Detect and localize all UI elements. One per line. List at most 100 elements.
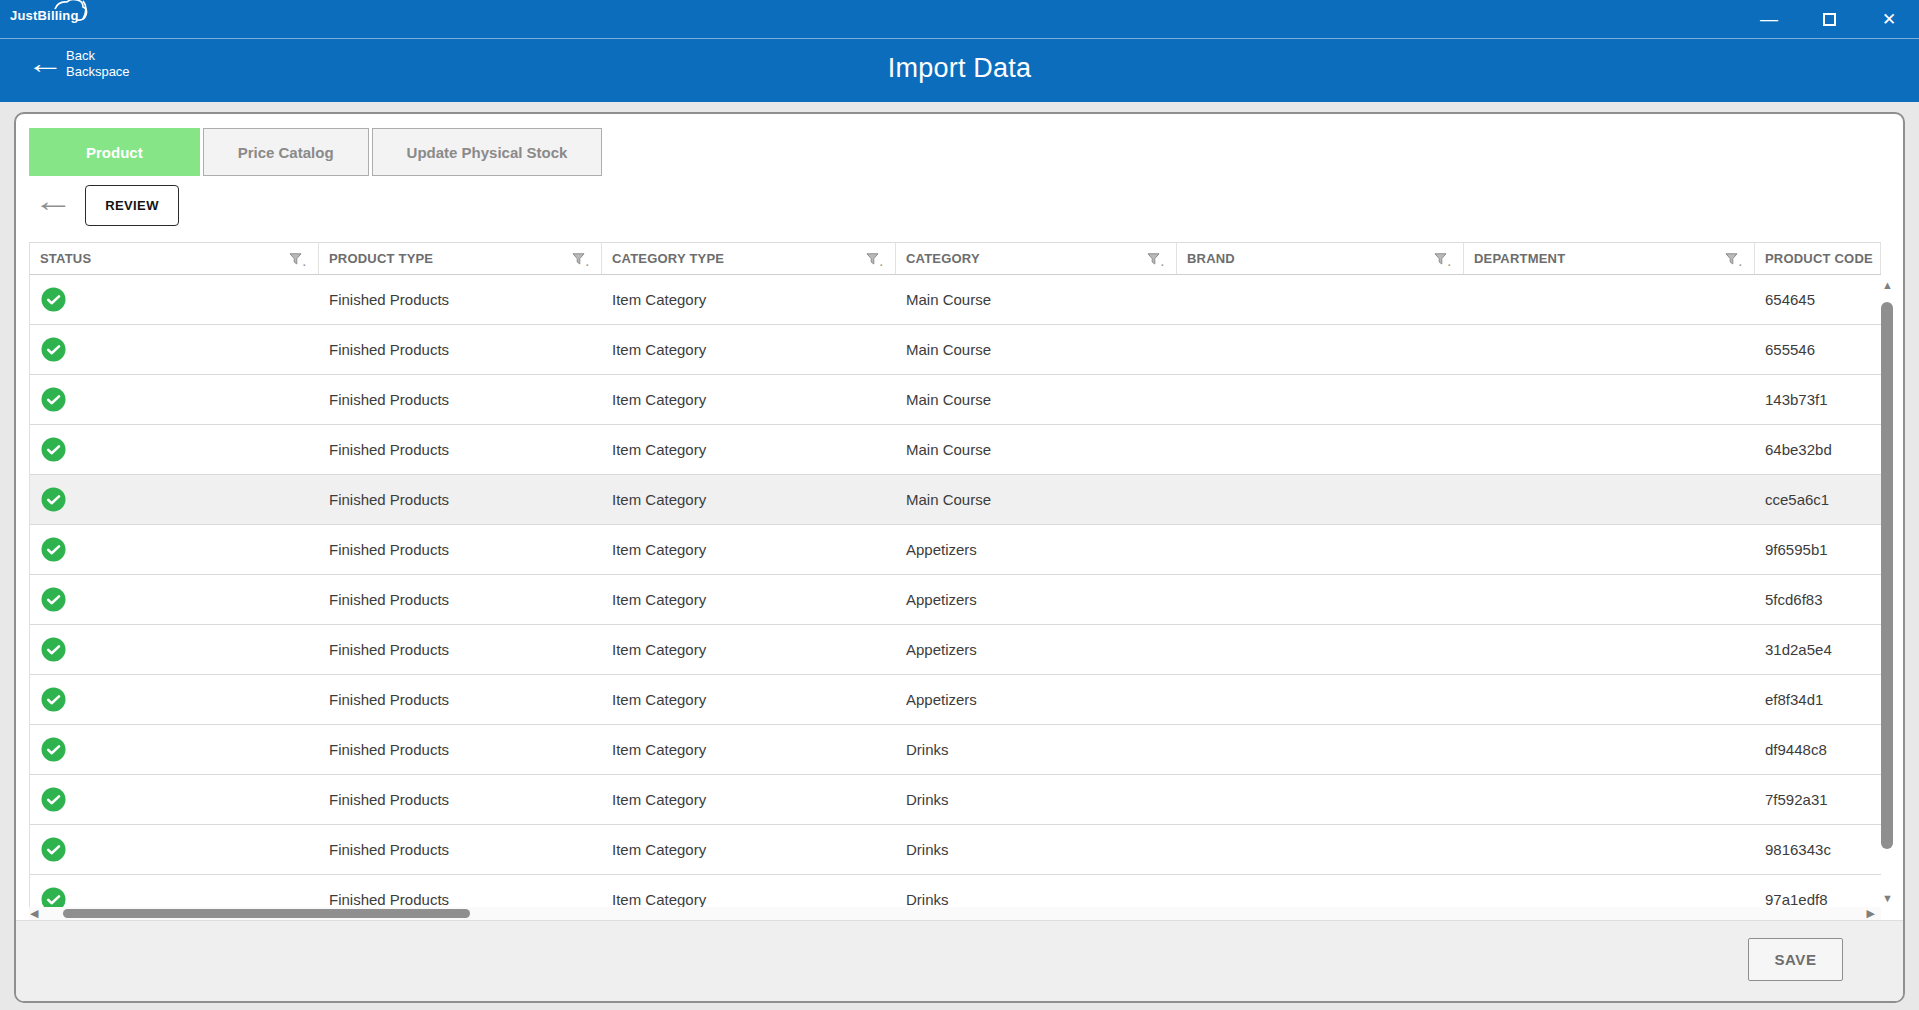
product-code-cell: 5fcd6f83 [1755,575,1881,624]
category-type-cell: Item Category [602,525,896,574]
column-label: CATEGORY TYPE [612,251,724,266]
category-type-cell: Item Category [602,325,896,374]
grid-back-arrow-icon[interactable]: ← [33,186,74,216]
table-row[interactable]: Finished Products Item Category Main Cou… [30,425,1881,475]
maximize-button[interactable] [1799,0,1859,38]
filter-button[interactable]: . [1434,253,1451,265]
filter-button[interactable]: . [289,253,306,265]
minimize-button[interactable]: — [1739,0,1799,38]
brand-cell [1177,625,1464,674]
app-logo: JustBilling [10,8,97,23]
tab[interactable]: Product [29,128,200,176]
table-row[interactable]: Finished Products Item Category Appetize… [30,625,1881,675]
tab[interactable]: Update Physical Stock [372,128,603,176]
grid-header-cell[interactable]: STATUS . [30,243,319,274]
brand-cell [1177,725,1464,774]
status-cell [30,475,319,524]
grid-header-cell[interactable]: CATEGORY TYPE . [602,243,896,274]
status-success-icon [41,687,66,712]
status-cell [30,275,319,324]
scroll-right-icon[interactable]: ▶ [1867,908,1875,919]
table-row[interactable]: Finished Products Item Category Appetize… [30,525,1881,575]
department-cell [1464,375,1755,424]
status-success-icon [41,737,66,762]
product-type-cell: Finished Products [319,325,602,374]
product-type-cell: Finished Products [319,375,602,424]
close-button[interactable]: ✕ [1859,0,1919,38]
department-cell [1464,675,1755,724]
grid-header-cell[interactable]: BRAND . [1177,243,1464,274]
filter-dot: . [1161,259,1164,265]
scroll-up-icon[interactable]: ▲ [1882,280,1893,291]
category-type-cell: Item Category [602,725,896,774]
column-label: STATUS [40,251,91,266]
category-cell: Appetizers [896,525,1177,574]
filter-button[interactable]: . [866,253,883,265]
category-type-cell: Item Category [602,575,896,624]
column-label: PRODUCT TYPE [329,251,433,266]
title-bar: JustBilling — ✕ [0,0,1919,38]
category-cell: Main Course [896,425,1177,474]
grid-header-cell[interactable]: DEPARTMENT . [1464,243,1755,274]
brand-cell [1177,275,1464,324]
scroll-left-icon[interactable]: ◀ [30,908,38,919]
brand-cell [1177,425,1464,474]
department-cell [1464,475,1755,524]
table-row[interactable]: Finished Products Item Category Appetize… [30,675,1881,725]
grid-header-cell[interactable]: PRODUCT TYPE . [319,243,602,274]
product-type-cell: Finished Products [319,725,602,774]
category-cell: Drinks [896,775,1177,824]
product-code-cell: ef8f34d1 [1755,675,1881,724]
product-code-cell: df9448c8 [1755,725,1881,774]
review-button[interactable]: REVIEW [85,185,179,226]
brand-cell [1177,375,1464,424]
table-row[interactable]: Finished Products Item Category Drinks 9… [30,875,1881,907]
horizontal-scrollbar[interactable]: ◀ ▶ [29,907,1881,920]
vertical-scrollbar[interactable]: ▲ ▼ [1878,280,1897,904]
filter-funnel-icon [289,253,302,265]
department-cell [1464,825,1755,874]
grid-header-cell[interactable]: PRODUCT CODE [1755,243,1881,274]
brand-cell [1177,575,1464,624]
save-button[interactable]: SAVE [1748,938,1843,981]
product-type-cell: Finished Products [319,825,602,874]
filter-button[interactable]: . [572,253,589,265]
category-cell: Appetizers [896,625,1177,674]
table-row[interactable]: Finished Products Item Category Main Cou… [30,275,1881,325]
table-row[interactable]: Finished Products Item Category Drinks 9… [30,825,1881,875]
column-label: DEPARTMENT [1474,251,1565,266]
brand-cell [1177,675,1464,724]
product-type-cell: Finished Products [319,675,602,724]
vertical-scroll-thumb[interactable] [1881,302,1893,849]
product-code-cell: 9816343c [1755,825,1881,874]
scroll-down-icon[interactable]: ▼ [1882,893,1893,904]
table-row[interactable]: Finished Products Item Category Main Cou… [30,375,1881,425]
status-success-icon [41,487,66,512]
table-row[interactable]: Finished Products Item Category Main Cou… [30,475,1881,525]
category-type-cell: Item Category [602,825,896,874]
filter-funnel-icon [1725,253,1738,265]
filter-button[interactable]: . [1725,253,1742,265]
table-row[interactable]: Finished Products Item Category Drinks d… [30,725,1881,775]
department-cell [1464,775,1755,824]
column-label: PRODUCT CODE [1765,251,1873,266]
grid-header-cell[interactable]: CATEGORY . [896,243,1177,274]
tab[interactable]: Price Catalog [203,128,369,176]
filter-dot: . [1739,259,1742,265]
product-code-cell: 64be32bd [1755,425,1881,474]
product-code-cell: cce5a6c1 [1755,475,1881,524]
product-code-cell: 654645 [1755,275,1881,324]
window-controls: — ✕ [1739,0,1919,38]
category-cell: Appetizers [896,575,1177,624]
table-row[interactable]: Finished Products Item Category Main Cou… [30,325,1881,375]
filter-dot: . [586,259,589,265]
maximize-icon [1823,13,1836,26]
status-cell [30,675,319,724]
filter-button[interactable]: . [1147,253,1164,265]
horizontal-scroll-thumb[interactable] [63,909,470,918]
category-type-cell: Item Category [602,375,896,424]
status-success-icon [41,837,66,862]
tab-label: Product [86,144,143,161]
table-row[interactable]: Finished Products Item Category Appetize… [30,575,1881,625]
table-row[interactable]: Finished Products Item Category Drinks 7… [30,775,1881,825]
